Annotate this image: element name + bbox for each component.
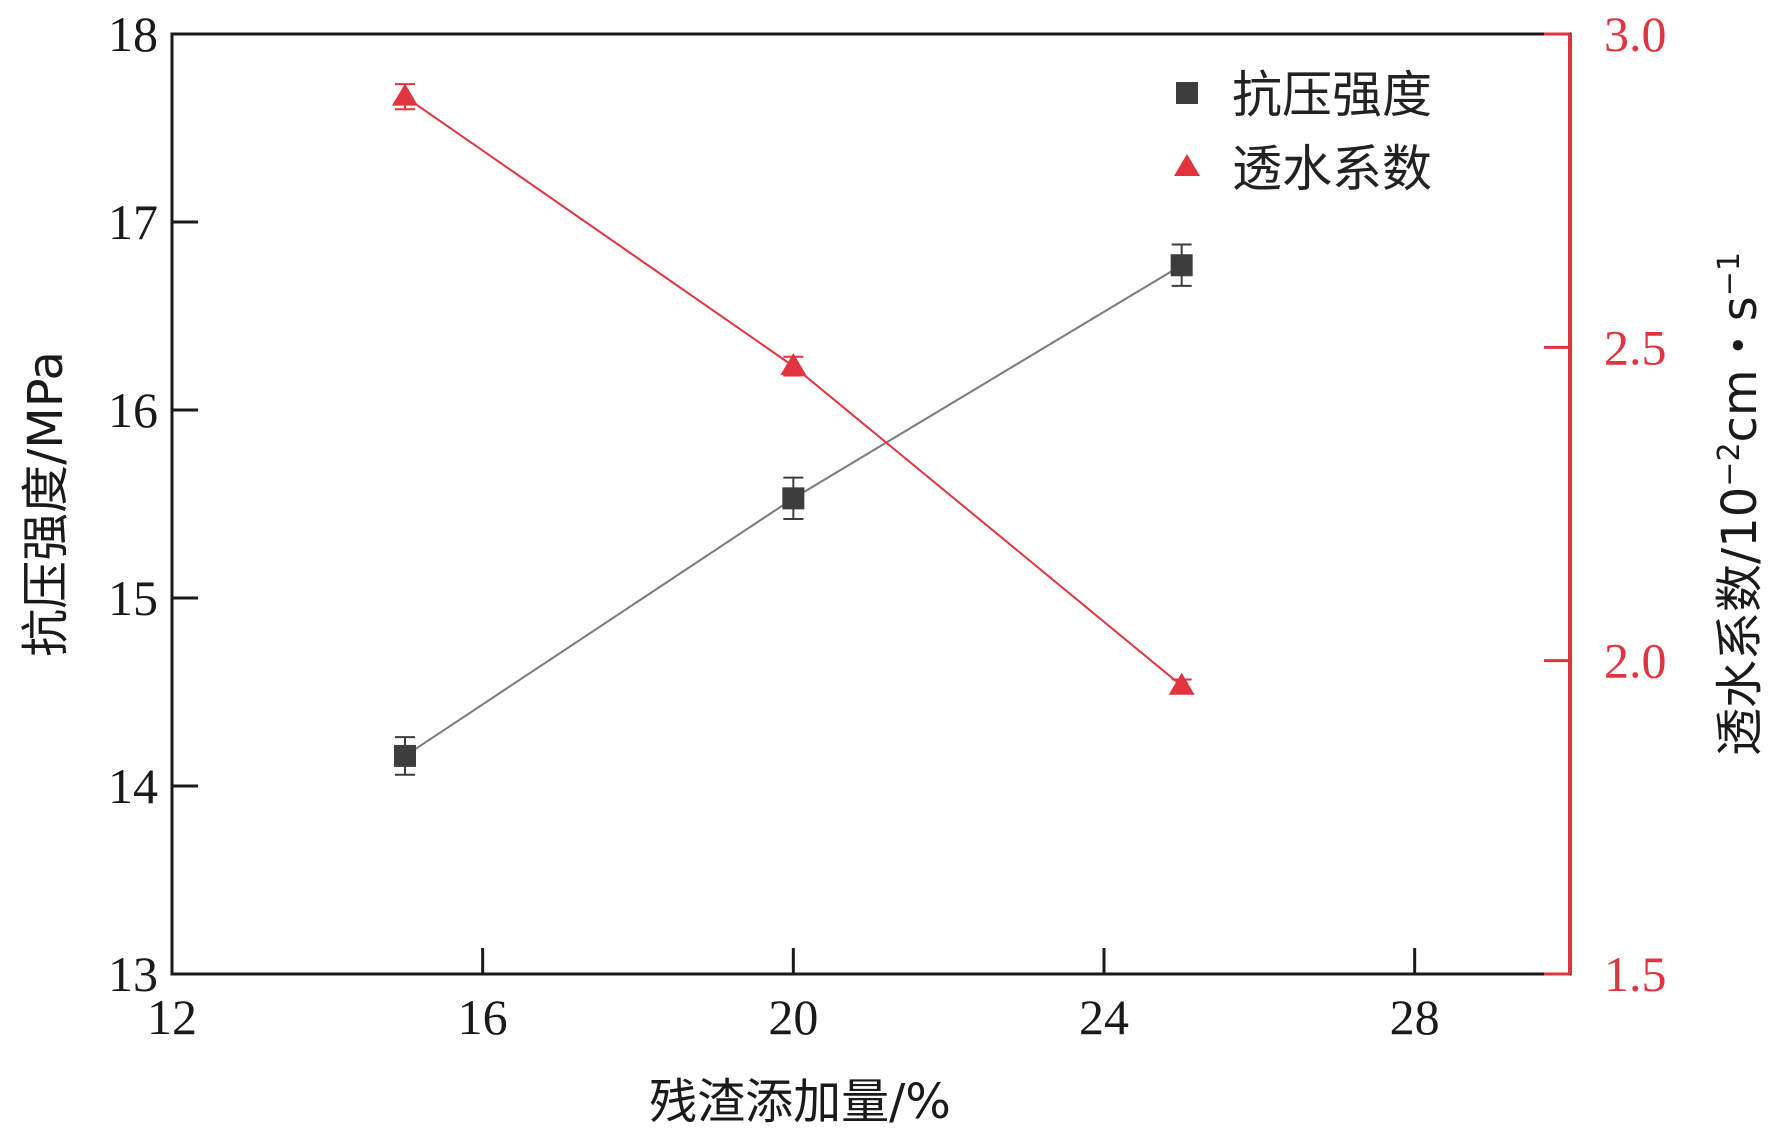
y-right-tick-label: 2.0 xyxy=(1604,633,1667,689)
y-left-tick-label: 14 xyxy=(108,758,158,814)
y-right-title-exp1: −2 xyxy=(1712,442,1747,486)
legend-label-series-2: 透水系数 xyxy=(1232,140,1432,198)
data-point-square xyxy=(782,487,805,510)
series-layer xyxy=(392,83,1195,776)
legend-marker-square xyxy=(1176,82,1198,104)
data-point-triangle xyxy=(392,83,418,106)
x-tick-label: 16 xyxy=(458,989,508,1045)
y-left-tick-label: 18 xyxy=(108,6,158,62)
y-right-axis-ticks: 1.5 2.0 2.5 3.0 xyxy=(1544,6,1667,1002)
y-left-axis-title: 抗压强度/MPa xyxy=(18,351,74,657)
y-left-axis-ticks: 13 14 15 16 17 18 xyxy=(108,6,198,1002)
y-right-title-exp2: −1 xyxy=(1712,252,1747,296)
y-left-tick-label: 15 xyxy=(108,570,158,626)
legend-label-series-1: 抗压强度 xyxy=(1232,66,1432,124)
series-line-2 xyxy=(404,95,1183,687)
y-right-axis-title: 透水系数/10−2cm・s−1 xyxy=(1712,252,1769,756)
y-right-tick-label: 3.0 xyxy=(1604,6,1667,62)
x-tick-label: 28 xyxy=(1390,989,1440,1045)
y-right-title-main: 透水系数/10 xyxy=(1712,487,1768,756)
x-axis-ticks: 12 16 20 24 28 xyxy=(147,948,1440,1045)
y-right-tick-label: 1.5 xyxy=(1604,946,1667,1002)
x-tick-label: 24 xyxy=(1079,989,1129,1045)
x-axis-title: 残渣添加量/% xyxy=(649,1074,951,1130)
y-right-tick-label: 2.5 xyxy=(1604,319,1667,375)
legend: 抗压强度 透水系数 xyxy=(1174,66,1432,198)
x-tick-label: 12 xyxy=(147,989,197,1045)
data-point-triangle xyxy=(780,353,807,376)
x-tick-label: 20 xyxy=(768,989,818,1045)
y-right-title-mid: cm・s xyxy=(1712,296,1768,442)
data-point-square xyxy=(1170,254,1193,277)
data-point-square xyxy=(394,744,416,767)
y-left-tick-label: 13 xyxy=(108,946,158,1002)
data-point-triangle xyxy=(1168,672,1195,695)
y-left-tick-label: 16 xyxy=(108,382,158,438)
y-left-tick-label: 17 xyxy=(108,194,158,250)
legend-marker-triangle xyxy=(1174,154,1200,176)
